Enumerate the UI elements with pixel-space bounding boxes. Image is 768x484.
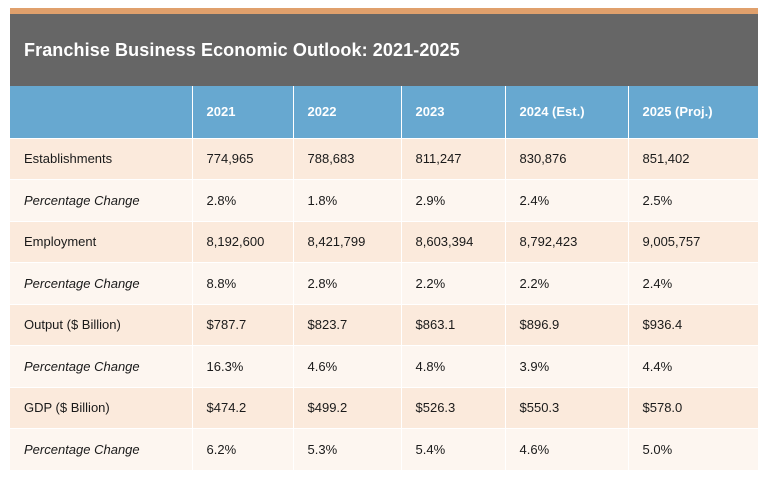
table-cell: 4.6% (292, 345, 401, 387)
table-cell: 2.4% (504, 179, 628, 221)
row-label: Percentage Change (10, 345, 192, 387)
table-cell: 851,402 (627, 137, 758, 180)
table-cell: $936.4 (627, 303, 758, 346)
table-cell: 2.9% (400, 179, 505, 221)
table-cell: 5.3% (292, 428, 401, 470)
table-cell: $578.0 (627, 386, 758, 429)
table-cell: 830,876 (504, 137, 628, 180)
table-cell: 6.2% (191, 428, 293, 470)
outlook-table: 2021 2022 2023 2024 (Est.) 2025 (Proj.) … (10, 86, 758, 470)
row-label: Percentage Change (10, 179, 192, 221)
table-cell: 4.6% (504, 428, 628, 470)
row-label: Establishments (10, 137, 192, 180)
row-label: Employment (10, 220, 192, 263)
table-cell: 8,792,423 (504, 220, 628, 263)
header-2021: 2021 (191, 86, 293, 138)
table-cell: 811,247 (400, 137, 505, 180)
header-2025: 2025 (Proj.) (627, 86, 758, 138)
row-label: Percentage Change (10, 428, 192, 470)
table-cell: $499.2 (292, 386, 401, 429)
table-cell: $823.7 (292, 303, 401, 346)
table-row: Percentage Change 16.3% 4.6% 4.8% 3.9% 4… (10, 345, 758, 387)
table-cell: 5.0% (627, 428, 758, 470)
table-cell: 8,603,394 (400, 220, 505, 263)
table-cell: 788,683 (292, 137, 401, 180)
row-label: Percentage Change (10, 262, 192, 304)
title-bar: Franchise Business Economic Outlook: 202… (10, 14, 758, 86)
table-row: Output ($ Billion) $787.7 $823.7 $863.1 … (10, 303, 758, 346)
table-row: Establishments 774,965 788,683 811,247 8… (10, 137, 758, 180)
table-row: Percentage Change 6.2% 5.3% 5.4% 4.6% 5.… (10, 428, 758, 470)
table-cell: 8,192,600 (191, 220, 293, 263)
table-cell: 1.8% (292, 179, 401, 221)
header-2023: 2023 (400, 86, 505, 138)
table-cell: $787.7 (191, 303, 293, 346)
table-cell: 2.5% (627, 179, 758, 221)
table-cell: $863.1 (400, 303, 505, 346)
table-cell: 2.2% (400, 262, 505, 304)
table-cell: 4.4% (627, 345, 758, 387)
table-cell: 2.2% (504, 262, 628, 304)
header-2024: 2024 (Est.) (504, 86, 628, 138)
table-row: Percentage Change 8.8% 2.8% 2.2% 2.2% 2.… (10, 262, 758, 304)
header-corner (10, 86, 192, 138)
table-cell: 4.8% (400, 345, 505, 387)
table-cell: 9,005,757 (627, 220, 758, 263)
table-cell: $896.9 (504, 303, 628, 346)
table-cell: 5.4% (400, 428, 505, 470)
table-cell: 8,421,799 (292, 220, 401, 263)
table-row: GDP ($ Billion) $474.2 $499.2 $526.3 $55… (10, 386, 758, 429)
table-cell: 3.9% (504, 345, 628, 387)
header-2022: 2022 (292, 86, 401, 138)
table-cell: $474.2 (191, 386, 293, 429)
table-cell: $526.3 (400, 386, 505, 429)
table-cell: 16.3% (191, 345, 293, 387)
row-label: GDP ($ Billion) (10, 386, 192, 429)
table-cell: 2.8% (292, 262, 401, 304)
table-header-row: 2021 2022 2023 2024 (Est.) 2025 (Proj.) (10, 86, 758, 138)
table-title: Franchise Business Economic Outlook: 202… (24, 39, 460, 60)
table-cell: $550.3 (504, 386, 628, 429)
accent-bar (10, 8, 758, 14)
table-row: Percentage Change 2.8% 1.8% 2.9% 2.4% 2.… (10, 179, 758, 221)
outlook-table-card: Franchise Business Economic Outlook: 202… (10, 8, 758, 470)
table-row: Employment 8,192,600 8,421,799 8,603,394… (10, 220, 758, 263)
table-cell: 2.4% (627, 262, 758, 304)
table-cell: 8.8% (191, 262, 293, 304)
row-label: Output ($ Billion) (10, 303, 192, 346)
table-cell: 2.8% (191, 179, 293, 221)
table-cell: 774,965 (191, 137, 293, 180)
